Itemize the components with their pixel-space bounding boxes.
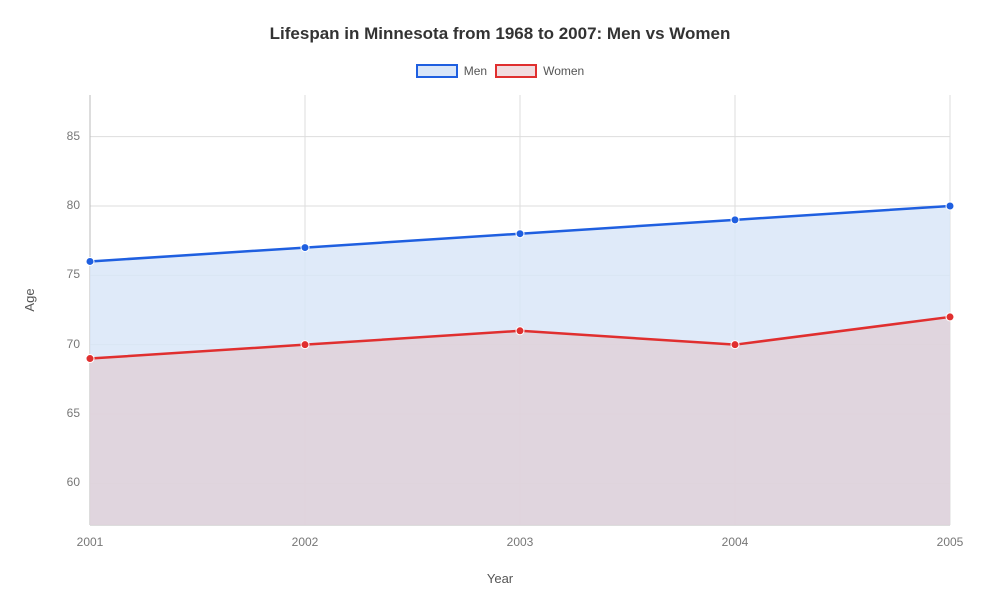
data-point[interactable] [86,355,94,363]
data-point[interactable] [946,202,954,210]
plot-area [0,0,1000,600]
data-point[interactable] [516,230,524,238]
data-point[interactable] [946,313,954,321]
data-point[interactable] [731,341,739,349]
x-tick-label: 2005 [937,535,964,549]
x-tick-label: 2004 [722,535,749,549]
y-tick-label: 85 [40,129,80,143]
y-tick-label: 75 [40,267,80,281]
y-tick-label: 70 [40,337,80,351]
x-tick-label: 2001 [77,535,104,549]
chart-container: Lifespan in Minnesota from 1968 to 2007:… [0,0,1000,600]
data-point[interactable] [301,244,309,252]
y-tick-label: 80 [40,198,80,212]
y-tick-label: 60 [40,475,80,489]
y-tick-label: 65 [40,406,80,420]
data-point[interactable] [516,327,524,335]
data-point[interactable] [86,257,94,265]
data-point[interactable] [301,341,309,349]
x-tick-label: 2003 [507,535,534,549]
x-tick-label: 2002 [292,535,319,549]
data-point[interactable] [731,216,739,224]
